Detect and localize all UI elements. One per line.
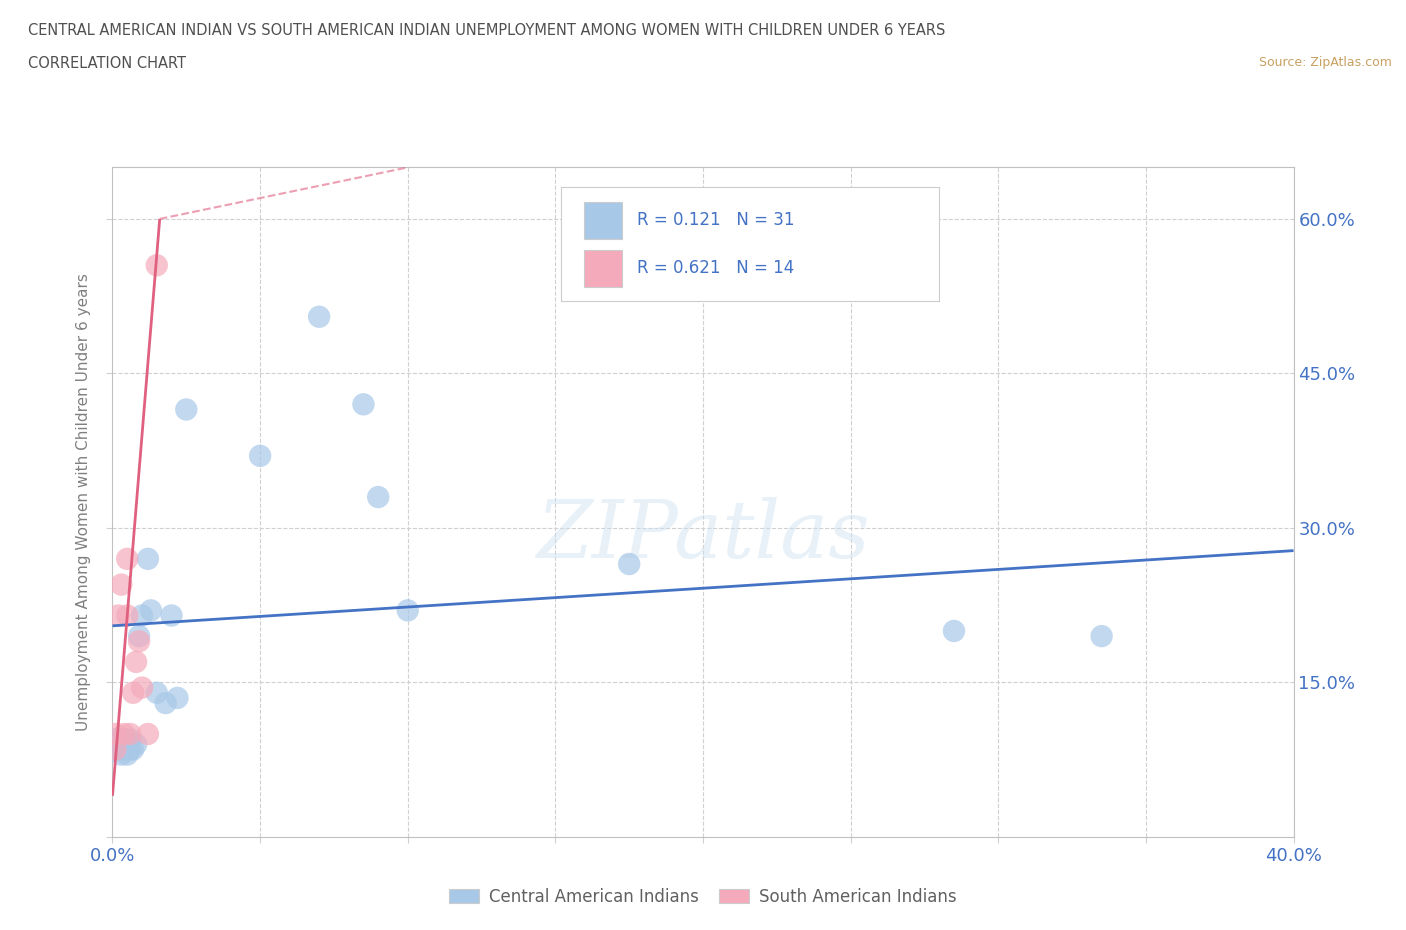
Point	[122, 685, 145, 700]
Point	[107, 737, 129, 751]
Point	[1091, 629, 1114, 644]
Point	[117, 747, 138, 762]
Point	[155, 696, 177, 711]
Point	[104, 732, 127, 747]
Point	[110, 737, 132, 751]
Point	[104, 742, 127, 757]
Point	[128, 634, 150, 649]
Point	[166, 690, 188, 705]
Point	[117, 737, 138, 751]
Point	[117, 608, 138, 623]
Text: CENTRAL AMERICAN INDIAN VS SOUTH AMERICAN INDIAN UNEMPLOYMENT AMONG WOMEN WITH C: CENTRAL AMERICAN INDIAN VS SOUTH AMERICA…	[28, 23, 945, 38]
Point	[107, 608, 129, 623]
Point	[125, 737, 148, 751]
Point	[110, 747, 132, 762]
Y-axis label: Unemployment Among Women with Children Under 6 years: Unemployment Among Women with Children U…	[76, 273, 91, 731]
Point	[308, 310, 330, 325]
Point	[396, 603, 419, 618]
Point	[942, 623, 965, 638]
Point	[120, 732, 142, 747]
Text: CORRELATION CHART: CORRELATION CHART	[28, 56, 186, 71]
Point	[174, 402, 197, 417]
Text: Source: ZipAtlas.com: Source: ZipAtlas.com	[1258, 56, 1392, 69]
Point	[104, 742, 127, 757]
Point	[122, 742, 145, 757]
Point	[160, 608, 183, 623]
Point	[136, 726, 159, 741]
Legend: Central American Indians, South American Indians: Central American Indians, South American…	[443, 881, 963, 912]
Point	[131, 680, 153, 695]
Point	[107, 732, 129, 747]
Point	[139, 603, 162, 618]
Point	[128, 629, 150, 644]
Point	[117, 551, 138, 566]
Point	[146, 258, 169, 272]
Point	[146, 685, 169, 700]
Point	[120, 742, 142, 757]
Point	[367, 489, 389, 504]
Point	[249, 448, 271, 463]
Point	[131, 608, 153, 623]
Point	[352, 397, 374, 412]
Point	[112, 726, 135, 741]
Point	[125, 655, 148, 670]
Point	[136, 551, 159, 566]
Point	[619, 556, 641, 571]
Point	[112, 732, 135, 747]
Point	[112, 742, 135, 757]
Point	[120, 726, 142, 741]
Point	[110, 578, 132, 592]
Text: ZIPatlas: ZIPatlas	[536, 497, 870, 575]
Point	[104, 726, 127, 741]
